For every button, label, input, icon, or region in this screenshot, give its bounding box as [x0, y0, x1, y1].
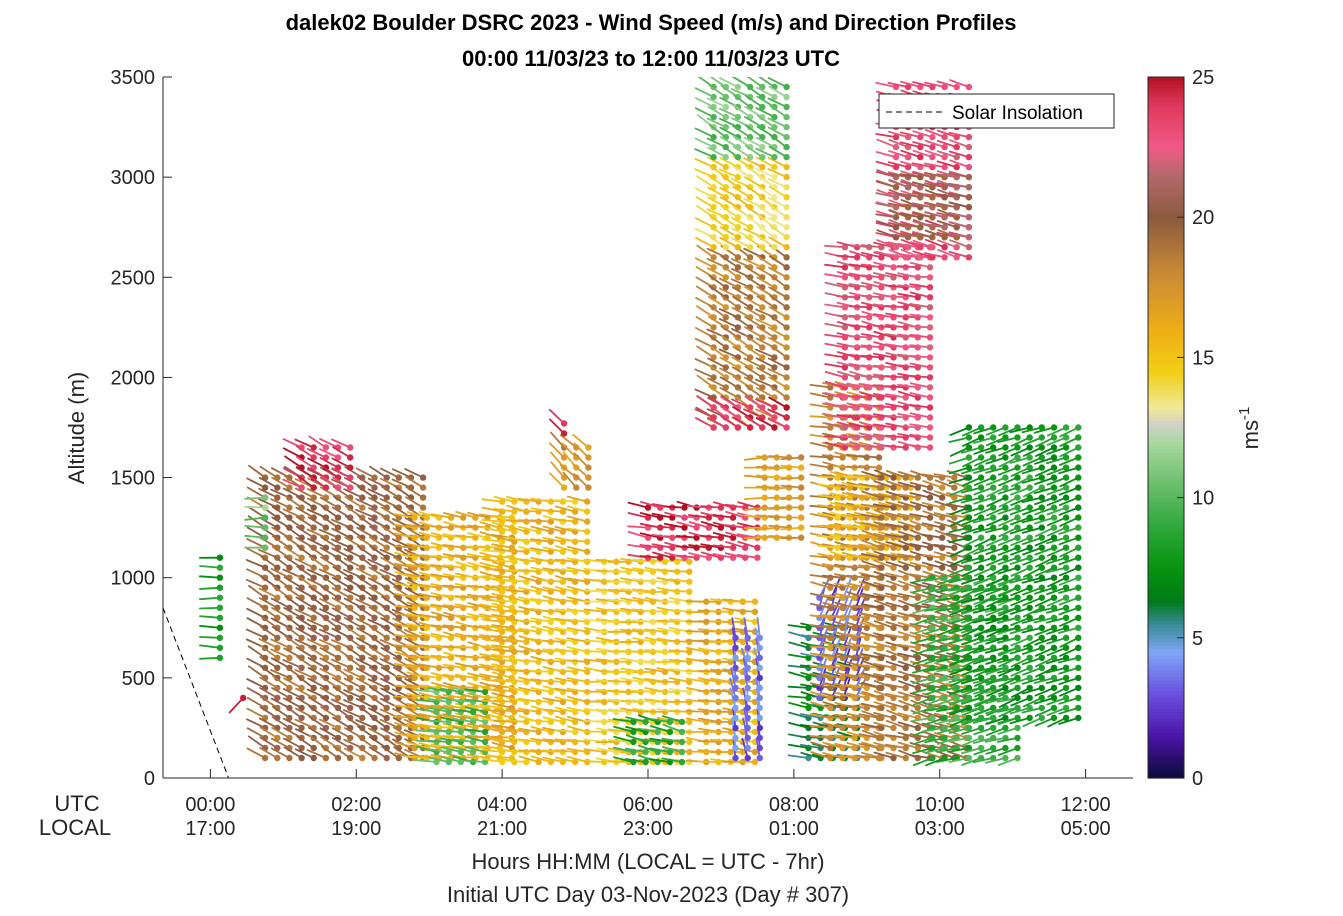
- y-tick-label: 3500: [111, 67, 156, 89]
- utc-label: UTC: [54, 791, 99, 816]
- x-tick-label-local: 19:00: [331, 818, 381, 840]
- y-axis-label: Altitude (m): [64, 372, 89, 484]
- chart-subtitle: 00:00 11/03/23 to 12:00 11/03/23 UTC: [462, 46, 840, 71]
- y-tick-label: 1000: [111, 568, 156, 590]
- colorbar-tick-label: 25: [1192, 67, 1214, 89]
- x-tick-label-utc: 00:00: [185, 794, 235, 816]
- x-axis-label-day: Initial UTC Day 03-Nov-2023 (Day # 307): [447, 882, 849, 907]
- x-tick-label-utc: 02:00: [331, 794, 381, 816]
- colorbar-tick-label: 10: [1192, 488, 1214, 510]
- legend-label: Solar Insolation: [952, 103, 1083, 124]
- colorbar: 0 5 10 15 20 25 ms-1: [1148, 67, 1263, 790]
- colorbar-tick-label: 5: [1192, 628, 1203, 650]
- colorbar-label-sup: -1: [1236, 407, 1253, 420]
- local-label: LOCAL: [39, 815, 111, 840]
- x-tick-label-utc: 08:00: [769, 794, 819, 816]
- colorbar-tick-label: 0: [1192, 768, 1203, 790]
- colorbar-tick-label: 15: [1192, 347, 1214, 369]
- legend: Solar Insolation: [879, 94, 1114, 128]
- y-tick-label: 3000: [111, 167, 156, 189]
- x-tick-label-local: 17:00: [185, 818, 235, 840]
- colorbar-tick-label: 20: [1192, 207, 1214, 229]
- x-tick-label-local: 23:00: [623, 818, 673, 840]
- colorbar-label-main: ms: [1238, 420, 1263, 449]
- y-tick-label: 2000: [111, 367, 156, 389]
- y-tick-label: 2500: [111, 267, 156, 289]
- y-tick-label: 500: [122, 668, 155, 690]
- x-tick-label-local: 01:00: [769, 818, 819, 840]
- x-tick-label-utc: 04:00: [477, 794, 527, 816]
- chart-title: dalek02 Boulder DSRC 2023 - Wind Speed (…: [286, 10, 1017, 35]
- x-tick-label-utc: 12:00: [1061, 794, 1111, 816]
- x-tick-label-local: 03:00: [915, 818, 965, 840]
- colorbar-label: ms-1: [1236, 407, 1263, 450]
- x-tick-label-utc: 06:00: [623, 794, 673, 816]
- x-tick-label-local: 05:00: [1061, 818, 1111, 840]
- x-tick-label-local: 21:00: [477, 818, 527, 840]
- y-tick-label: 0: [144, 768, 155, 790]
- x-axis-label: Hours HH:MM (LOCAL = UTC - 7hr): [471, 849, 824, 874]
- y-tick-label: 1500: [111, 468, 156, 490]
- x-tick-label-utc: 10:00: [915, 794, 965, 816]
